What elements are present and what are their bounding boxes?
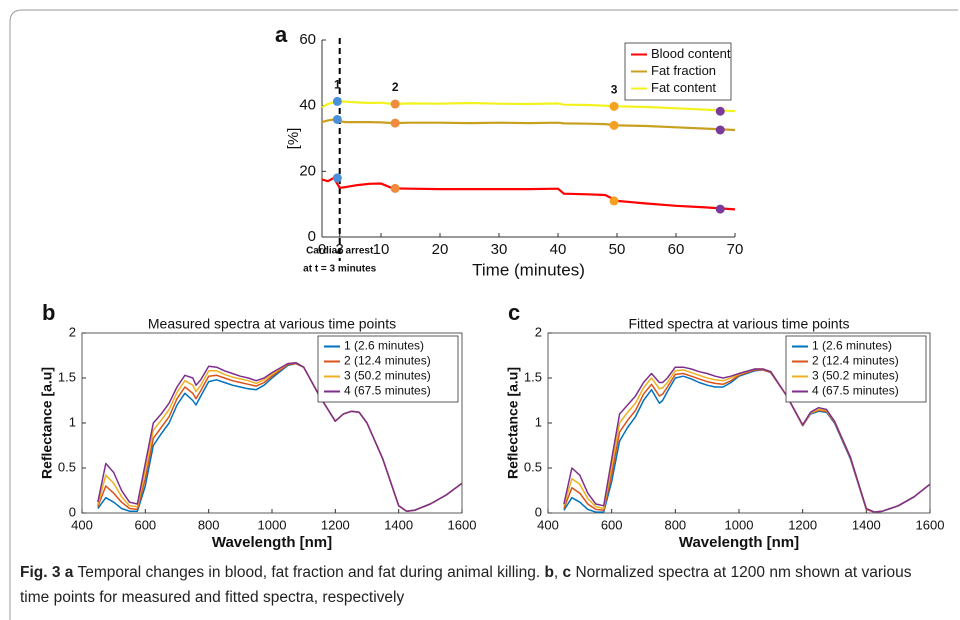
- time-point: [715, 125, 725, 135]
- caption-text: Normalized spectra at 1200 nm shown at v…: [20, 564, 912, 606]
- y-tick-label: 0: [308, 228, 316, 245]
- caption-text: Temporal changes in blood, fat fraction …: [77, 564, 541, 581]
- caption-label: Fig. 3: [20, 564, 61, 581]
- legend-box: [317, 335, 459, 403]
- time-point: [715, 204, 725, 214]
- x-axis-label: Time (minutes): [472, 260, 585, 279]
- legend-label: 1 (2.6 minutes): [344, 339, 424, 353]
- legend-label: 3 (50.2 minutes): [344, 369, 431, 383]
- y-tick-label: 0.5: [524, 459, 542, 474]
- series-line: [321, 118, 736, 132]
- time-point: [332, 114, 342, 124]
- y-tick-label: 0.5: [58, 459, 76, 474]
- x-tick-label: 40: [550, 241, 567, 258]
- x-tick-label: 1200: [788, 517, 817, 532]
- caption-panel: a: [64, 564, 74, 581]
- series-line: [321, 100, 736, 113]
- legend-box: [785, 335, 927, 403]
- x-tick-label: 1200: [321, 517, 350, 532]
- x-tick-label: 1600: [448, 517, 477, 532]
- caption-panel: b: [544, 564, 554, 581]
- time-point: [390, 99, 400, 109]
- x-tick-label: 20: [432, 241, 449, 258]
- time-point: [390, 118, 400, 128]
- y-axis-label: Reflectance [a.u]: [505, 367, 521, 479]
- y-tick-label: 60: [299, 31, 316, 48]
- x-tick-label: 600: [601, 517, 623, 532]
- x-tick-label: 50: [609, 241, 626, 258]
- series-line: [321, 176, 736, 211]
- y-tick-label: 2: [69, 324, 76, 339]
- annotation-text: Cardiac arrest: [306, 246, 374, 257]
- legend-label: 2 (12.4 minutes): [344, 354, 431, 368]
- y-tick-label: 2: [535, 324, 542, 339]
- time-point: [609, 101, 619, 111]
- x-tick-label: 400: [71, 517, 93, 532]
- x-tick-label: 70: [727, 241, 744, 258]
- time-point: [332, 173, 342, 183]
- annotation-text: at t = 3 minutes: [303, 264, 377, 275]
- legend-label: 4 (67.5 minutes): [812, 384, 899, 398]
- chart-title: Measured spectra at various time points: [148, 316, 396, 332]
- panel-letter: c: [508, 300, 520, 325]
- y-tick-label: 1: [535, 414, 542, 429]
- x-tick-label: 10: [373, 241, 390, 258]
- x-tick-label: 1000: [258, 517, 287, 532]
- time-point-label: 1: [334, 78, 341, 92]
- x-tick-label: 1600: [916, 517, 945, 532]
- chart-title: Fitted spectra at various time points: [629, 316, 850, 332]
- y-tick-label: 1: [69, 414, 76, 429]
- time-point: [390, 183, 400, 193]
- caption-separator: ,: [553, 564, 563, 581]
- series-line: [563, 366, 931, 513]
- x-tick-label: 800: [198, 517, 220, 532]
- legend-label: 4 (67.5 minutes): [344, 384, 431, 398]
- y-tick-label: 40: [299, 97, 316, 114]
- time-point: [332, 96, 342, 106]
- time-point-label: 3: [611, 82, 618, 96]
- legend-label: 1 (2.6 minutes): [812, 339, 892, 353]
- y-axis-label: Reflectance [a.u]: [39, 367, 55, 479]
- x-tick-label: 0: [318, 241, 326, 258]
- legend-label: Fat fraction: [651, 63, 716, 78]
- y-tick-label: 0: [69, 504, 76, 519]
- x-tick-label: 30: [491, 241, 508, 258]
- y-tick-label: 1.5: [524, 369, 542, 384]
- caption: Fig. 3 a Temporal changes in blood, fat …: [20, 560, 940, 610]
- time-point: [609, 120, 619, 130]
- y-axis-label: [%]: [285, 128, 302, 150]
- time-point-label: 2: [392, 80, 399, 94]
- x-tick-label: 1000: [725, 517, 754, 532]
- x-tick-label: 600: [134, 517, 156, 532]
- caption-panel: c: [562, 564, 572, 581]
- time-point: [715, 106, 725, 116]
- y-tick-label: 0: [535, 504, 542, 519]
- x-tick-label: 400: [537, 517, 559, 532]
- x-axis-label: Wavelength [nm]: [679, 534, 799, 551]
- series-line: [97, 361, 463, 512]
- frame: [9, 9, 958, 620]
- legend-label: 3 (50.2 minutes): [812, 369, 899, 383]
- x-tick-label: 800: [664, 517, 686, 532]
- time-point: [609, 196, 619, 206]
- legend-label: 2 (12.4 minutes): [812, 354, 899, 368]
- legend-label: Fat content: [651, 80, 716, 95]
- y-tick-label: 20: [299, 162, 316, 179]
- panel-letter: a: [275, 22, 288, 47]
- legend-label: Blood content: [651, 46, 731, 61]
- x-axis-label: Wavelength [nm]: [212, 534, 332, 551]
- x-tick-label: 60: [668, 241, 685, 258]
- x-tick-label: 1400: [384, 517, 413, 532]
- x-tick-label: 1400: [852, 517, 881, 532]
- panel-letter: b: [42, 300, 55, 325]
- y-tick-label: 1.5: [58, 369, 76, 384]
